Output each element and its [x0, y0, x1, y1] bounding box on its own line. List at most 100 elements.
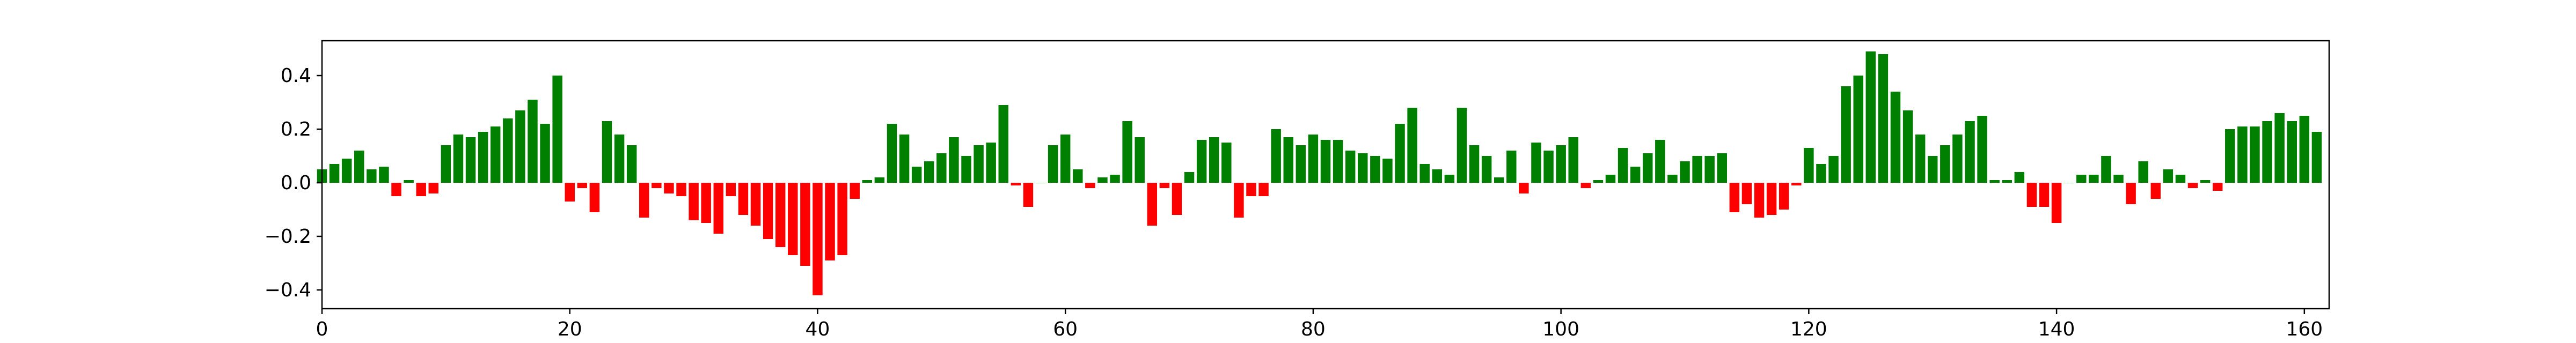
- x-tick-label: 0: [316, 318, 328, 340]
- y-tick-label: 0.2: [281, 118, 311, 140]
- bar: [1494, 177, 1504, 183]
- bar: [1060, 135, 1071, 183]
- x-tick-label: 160: [2286, 318, 2323, 340]
- bar: [515, 110, 525, 183]
- bar: [1172, 183, 1182, 215]
- bar: [775, 183, 786, 247]
- bar: [1791, 183, 1802, 185]
- bar: [1605, 175, 1616, 183]
- bar: [2138, 161, 2148, 183]
- x-tick-label: 20: [558, 318, 582, 340]
- bar: [2150, 183, 2161, 199]
- bar: [1915, 135, 1926, 183]
- bar: [428, 183, 439, 193]
- bar: [1630, 167, 1641, 183]
- bar: [800, 183, 810, 266]
- bar: [2163, 169, 2174, 183]
- bar: [2002, 180, 2012, 183]
- bar: [1680, 161, 1690, 183]
- bar: [341, 159, 352, 183]
- bar: [1568, 137, 1578, 183]
- bar: [2113, 175, 2124, 183]
- bar: [367, 169, 377, 183]
- bar: [2126, 183, 2136, 204]
- bar: [837, 183, 847, 255]
- bar: [589, 183, 600, 212]
- bar: [1122, 121, 1132, 183]
- bar: [2051, 183, 2062, 223]
- y-tick-label: −0.2: [265, 226, 311, 248]
- bar: [1308, 135, 1319, 183]
- bar: [1258, 183, 1269, 196]
- bar: [1952, 135, 1963, 183]
- bar: [1519, 183, 1529, 193]
- bar: [2014, 172, 2025, 183]
- bar: [1135, 137, 1145, 183]
- bar: [1023, 183, 1034, 207]
- bar: [1110, 175, 1120, 183]
- bar: [1841, 86, 1851, 183]
- bar: [1531, 143, 1541, 183]
- bar: [2089, 175, 2099, 183]
- bar: [354, 151, 364, 183]
- x-tick-label: 40: [806, 318, 830, 340]
- bar: [1246, 183, 1256, 196]
- bar: [1704, 156, 1715, 183]
- bar: [738, 183, 749, 215]
- bar: [652, 183, 662, 188]
- bar: [2262, 121, 2272, 183]
- bar: [1073, 169, 1083, 183]
- bar: [911, 167, 922, 183]
- bar: [1481, 156, 1492, 183]
- bar: [614, 135, 625, 183]
- bar: [1804, 148, 1814, 183]
- bar: [1989, 180, 2000, 183]
- bar: [391, 183, 401, 196]
- bar: [1457, 108, 1467, 183]
- bar: [961, 156, 971, 183]
- bar: [2225, 129, 2235, 183]
- bar: [465, 137, 476, 183]
- bar: [1395, 124, 1405, 183]
- bar: [1234, 183, 1244, 218]
- bar: [639, 183, 649, 218]
- bar: [626, 145, 637, 183]
- bar: [1469, 145, 1480, 183]
- bar: [689, 183, 699, 220]
- bar: [1221, 143, 1232, 183]
- bar: [1370, 156, 1380, 183]
- bar: [986, 143, 996, 183]
- bar: [1766, 183, 1777, 215]
- bar: [2101, 156, 2111, 183]
- bar: [788, 183, 798, 255]
- bar: [1296, 145, 1306, 183]
- bar: [1147, 183, 1158, 226]
- bar: [1159, 183, 1170, 188]
- y-tick-label: 0.0: [281, 172, 311, 194]
- bar: [1754, 183, 1765, 218]
- x-axis-ticks: 0 20 40 60 80 100 120 140 160: [316, 309, 2323, 340]
- bar: [1667, 175, 1678, 183]
- bar: [1184, 172, 1195, 183]
- bar: [2175, 175, 2186, 183]
- bar: [1097, 177, 1108, 183]
- bar: [478, 132, 488, 183]
- bar: [1977, 116, 1987, 183]
- bar: [2187, 183, 2198, 188]
- bar: [2311, 132, 2322, 183]
- bar: [1865, 51, 1876, 183]
- x-tick-label: 60: [1053, 318, 1078, 340]
- bar: [1928, 156, 1938, 183]
- bar: [602, 121, 612, 183]
- bar: [1878, 54, 1889, 183]
- bar: [1655, 140, 1665, 183]
- bar: [453, 135, 464, 183]
- bar: [1853, 76, 1863, 183]
- bar: [416, 183, 426, 196]
- bar: [763, 183, 773, 239]
- plot-frame: [321, 40, 2330, 310]
- bar: [379, 167, 389, 183]
- bar: [750, 183, 761, 226]
